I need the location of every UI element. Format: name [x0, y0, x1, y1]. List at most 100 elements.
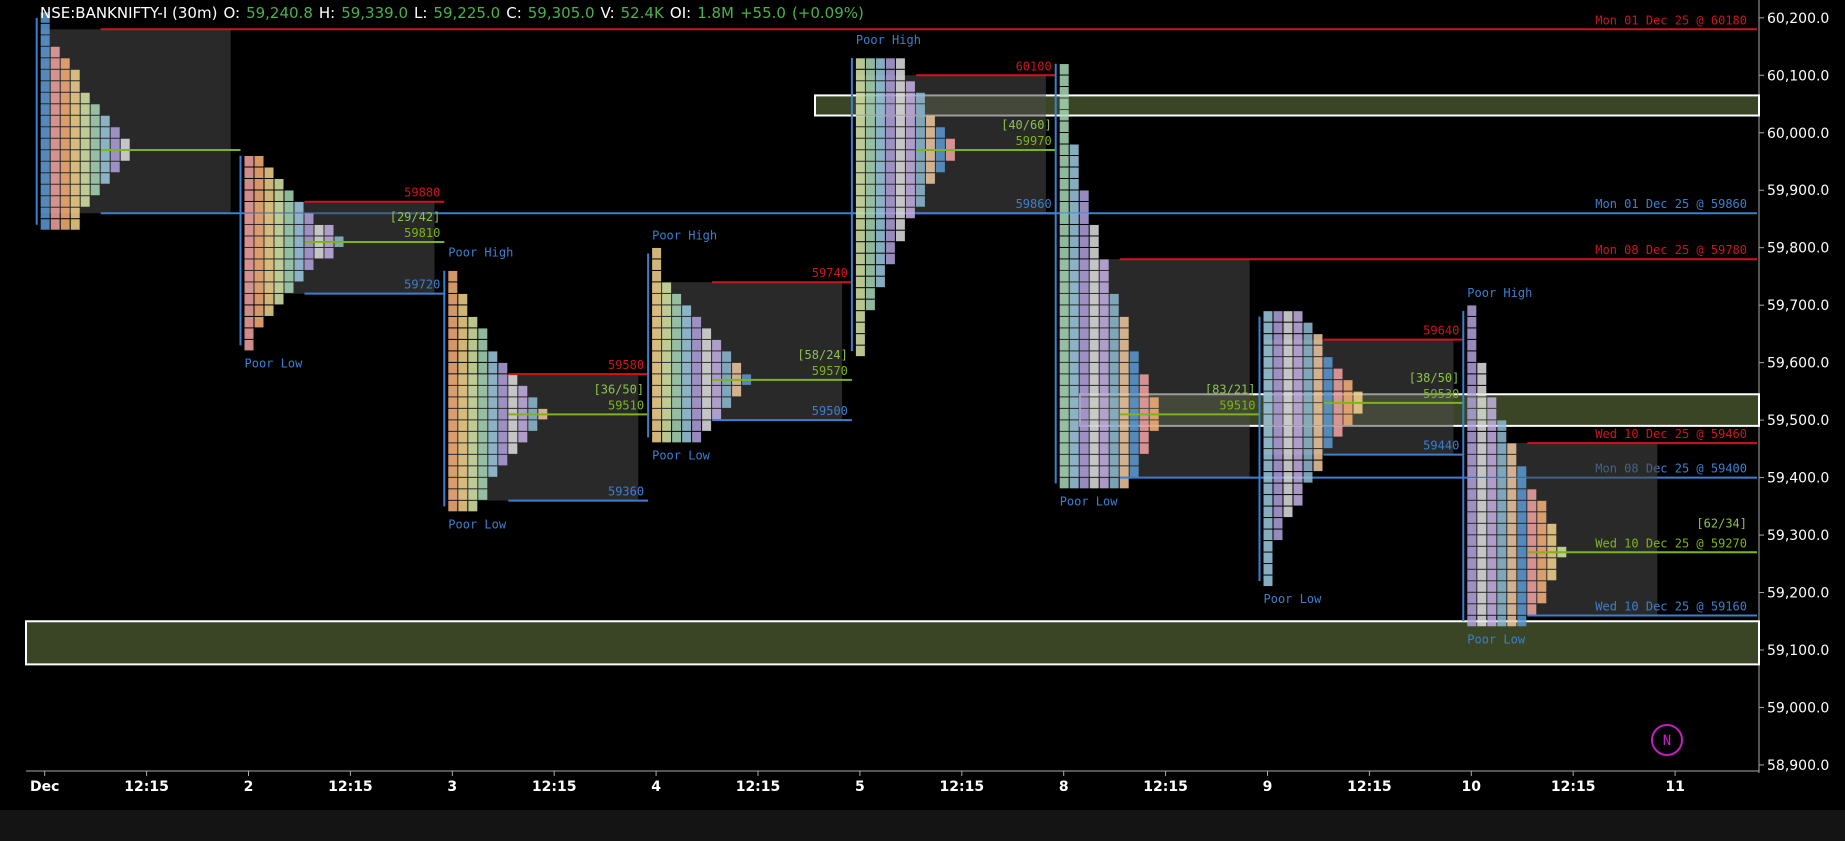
tpo-cell	[1139, 397, 1149, 408]
tpo-cell	[264, 293, 274, 305]
tpo-cell	[1069, 454, 1079, 466]
tpo-cell	[1477, 512, 1487, 523]
tpo-cell	[1283, 334, 1293, 345]
tpo-cell	[1099, 293, 1109, 305]
y-tick-label: 59,500.0	[1767, 413, 1829, 429]
tpo-cell	[895, 173, 905, 184]
tpo-cell	[488, 351, 498, 362]
tpo-cell	[1303, 391, 1313, 403]
tpo-cell	[672, 293, 682, 305]
tpo-cell	[732, 362, 742, 374]
tpo-cell	[1263, 426, 1273, 437]
val-label: Mon 01 Dec 25 @ 59860	[1595, 197, 1747, 211]
tpo-cell	[70, 161, 80, 173]
tpo-cell	[875, 81, 885, 92]
tpo-cell	[1089, 443, 1099, 454]
tpo-cell	[458, 443, 468, 454]
tpo-cell	[1109, 351, 1119, 362]
tpo-cell	[254, 155, 264, 167]
tpo-cell	[855, 104, 865, 115]
tpo-cell	[662, 408, 672, 420]
tpo-cell	[1109, 316, 1119, 328]
tpo-cell	[1477, 443, 1487, 454]
tpo-cell	[70, 173, 80, 184]
tpo-cell	[314, 224, 324, 236]
tpo-cell	[1507, 604, 1517, 615]
tpo-cell	[1129, 385, 1139, 397]
tpo-cell	[1079, 339, 1089, 351]
tpo-cell	[1129, 374, 1139, 385]
tpo-cell	[1537, 592, 1547, 604]
tpo-cell	[885, 138, 895, 150]
tpo-cell	[1293, 437, 1303, 449]
tpo-cell	[1069, 270, 1079, 282]
tpo-cell	[478, 466, 488, 477]
tpo-cell	[1517, 558, 1527, 569]
tpo-cell	[90, 104, 100, 115]
tpo-cell	[244, 190, 254, 201]
tpo-cell	[1497, 615, 1507, 627]
poc-label: 59510	[608, 398, 644, 412]
tpo-cell	[1477, 569, 1487, 581]
tpo-cell	[652, 339, 662, 351]
tpo-cell	[915, 150, 925, 161]
tpo-cell	[1313, 357, 1323, 368]
tpo-cell	[314, 247, 324, 259]
tpo-cell	[1139, 385, 1149, 397]
tpo-cell	[254, 316, 264, 328]
tpo-cell	[80, 161, 90, 173]
tpo-cell	[80, 184, 90, 196]
tpo-cell	[1467, 477, 1477, 489]
tpo-cell	[702, 351, 712, 362]
tpo-cell	[1477, 397, 1487, 408]
tpo-cell	[478, 362, 488, 374]
tpo-cell	[1099, 408, 1109, 420]
tpo-cell	[1059, 385, 1069, 397]
tpo-cell	[855, 334, 865, 345]
tpo-cell	[1467, 385, 1477, 397]
poc-note: [36/50]	[594, 382, 645, 396]
tpo-cell	[518, 420, 528, 431]
tpo-cell	[1099, 443, 1109, 454]
tpo-cell	[1507, 523, 1517, 535]
tpo-cell	[1079, 201, 1089, 213]
tpo-cell	[1293, 345, 1303, 357]
tpo-cell	[1069, 466, 1079, 477]
tpo-cell	[50, 127, 60, 138]
tpo-cell	[1059, 247, 1069, 259]
tpo-cell	[865, 230, 875, 242]
tpo-cell	[702, 374, 712, 385]
tpo-cell	[1079, 213, 1089, 224]
tpo-cell	[1547, 569, 1557, 581]
tpo-cell	[498, 420, 508, 431]
tpo-cell	[865, 299, 875, 311]
tpo-cell	[244, 282, 254, 293]
tpo-cell	[244, 316, 254, 328]
poc-label: 59970	[1016, 134, 1052, 148]
tpo-cell	[1497, 558, 1507, 569]
tpo-cell	[885, 207, 895, 219]
tpo-cell	[60, 161, 70, 173]
tpo-cell	[1089, 316, 1099, 328]
tpo-cell	[905, 196, 915, 207]
tpo-cell	[1527, 512, 1537, 523]
tpo-cell	[1313, 403, 1323, 414]
tpo-cell	[885, 69, 895, 81]
tpo-cell	[1537, 581, 1547, 592]
tpo-cell	[1263, 414, 1273, 426]
tpo-cell	[1283, 322, 1293, 334]
tpo-cell	[1059, 431, 1069, 443]
tpo-cell	[672, 339, 682, 351]
tpo-cell	[652, 408, 662, 420]
tpo-cell	[1283, 357, 1293, 368]
tpo-cell	[1069, 155, 1079, 167]
tpo-cell	[1547, 523, 1557, 535]
tpo-cell	[1079, 247, 1089, 259]
tpo-cell	[895, 150, 905, 161]
tpo-cell	[855, 69, 865, 81]
tpo-cell	[1323, 403, 1333, 414]
tpo-cell	[1273, 529, 1283, 541]
tpo-cell	[324, 247, 334, 259]
tpo-cell	[1293, 472, 1303, 483]
